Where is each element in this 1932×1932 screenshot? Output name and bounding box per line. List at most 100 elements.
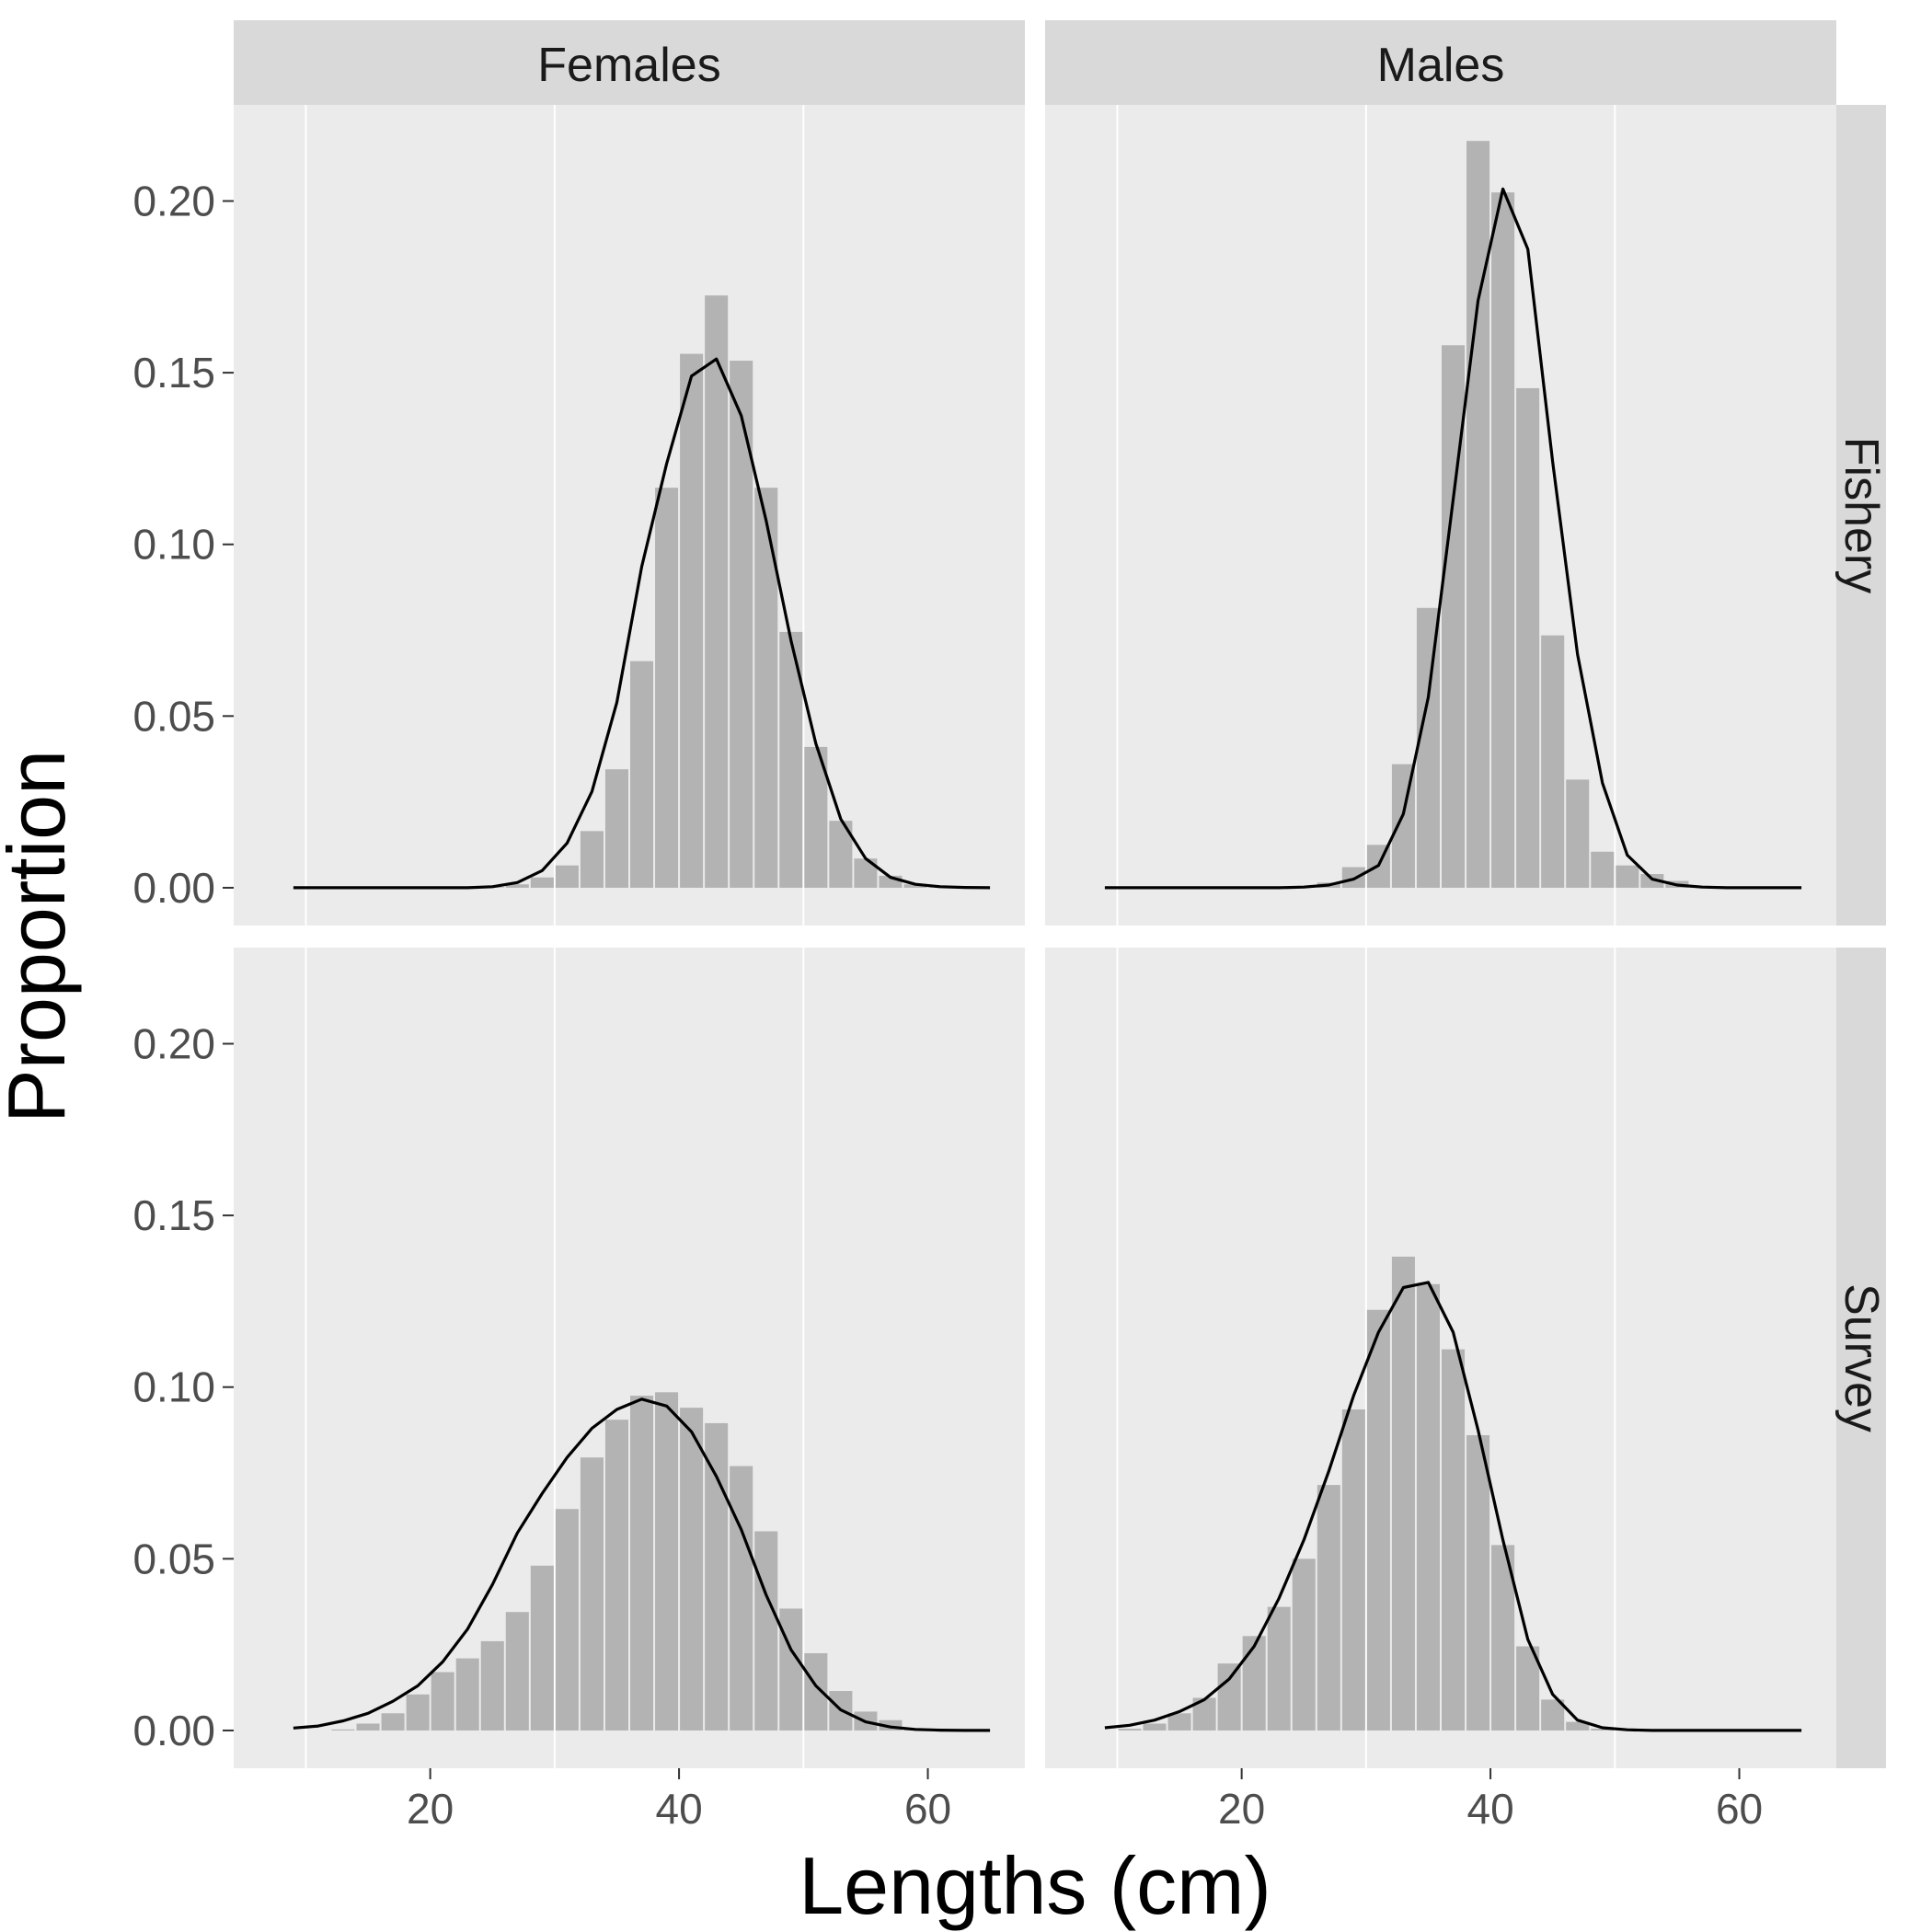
histogram-bar [655,1392,679,1731]
histogram-bar [655,488,679,888]
histogram-bar [730,1466,753,1731]
fitted-line [1104,187,1802,890]
histogram-bar [580,1457,604,1731]
y-tick-label: 0.00 [132,1707,215,1754]
histogram-bar [630,661,654,888]
y-tick-label: 0.05 [132,692,215,740]
histogram-bar [1267,1606,1291,1731]
fitted-line [1104,1281,1802,1732]
histogram-bar [705,295,729,888]
histogram-bar [1292,1558,1316,1731]
histogram-bar [903,884,927,888]
histogram-bar [779,1608,803,1731]
histogram-bar [604,1420,628,1731]
x-tick-label: 20 [1218,1785,1265,1833]
x-tick-label: 40 [656,1785,703,1833]
histogram-bar [754,1531,778,1731]
histogram-bar [1143,1723,1167,1731]
histogram-bar [1640,874,1664,888]
x-tick-label: 60 [904,1785,951,1833]
y-tick-label: 0.05 [132,1535,215,1582]
histogram-bar [356,1723,380,1731]
histogram-bar [1566,779,1590,888]
histogram-bar [1516,1646,1540,1731]
histogram-bar [1591,1729,1615,1731]
strip-survey-bg [1836,948,1886,1768]
x-tick-label: 60 [1716,1785,1763,1833]
panel-bg-females-fishery [234,105,1025,926]
strip-females-bg [234,20,1025,105]
panel-bg-females-survey [234,948,1025,1768]
histogram-bar [630,1396,654,1731]
axes-layer: 0.00 0.05 0.10 0.15 0.20 0.00 0.05 0.10 0.15 0.20… [132,178,1763,1833]
histogram-bar [1167,1713,1191,1731]
histogram-bar [1242,1636,1266,1731]
histogram-bar [680,353,704,888]
histogram-bar [1416,607,1440,888]
y-tick-label: 0.15 [132,1191,215,1239]
histogram-bar [1566,1721,1590,1731]
panel-males-fishery [1045,105,1836,926]
histogram-bar [530,1565,554,1731]
histogram-bar [480,1640,504,1731]
histogram-bar [1491,192,1515,888]
y-axis-title: Proportion [0,750,82,1123]
histogram-bar [1591,851,1615,888]
y-tick-label: 0.00 [132,864,215,912]
y-tick-label: 0.20 [132,1020,215,1068]
histogram-bar [680,1408,704,1731]
strip-label-fishery: Fishery [1834,437,1888,593]
panel-males-survey [1045,948,1836,1768]
panels-layer [234,105,1836,1768]
histogram-bar [754,488,778,888]
x-axis-title: Lengths (cm) [799,1840,1271,1931]
histogram-bar [1442,1349,1466,1731]
histogram-bar [1616,865,1639,888]
histogram-bar [1541,1699,1565,1731]
histogram-bar [1217,1663,1241,1731]
histogram-bar [455,1658,479,1731]
histogram-bar [505,884,529,888]
y-tick-label: 0.15 [132,349,215,397]
strip-label-females: Females [537,39,720,92]
histogram-bar [1366,1309,1390,1731]
x-tick-label: 20 [407,1785,454,1833]
histogram-bar [555,865,579,888]
histogram-bar [580,831,604,888]
histogram-bar [1118,1729,1142,1731]
histogram-bar [1416,1283,1440,1731]
histogram-bar [530,877,554,888]
histogram-bar [1541,635,1565,888]
histogram-bar [505,1612,529,1731]
strip-label-males: Males [1377,39,1505,92]
histogram-bar [1317,1485,1340,1731]
y-tick-label: 0.20 [132,178,215,225]
fitted-line [293,357,991,890]
histogram-bar [1516,387,1540,888]
histogram-bar [1341,1409,1365,1731]
histogram-bar [879,1719,903,1731]
histogram-bar [1466,1434,1490,1731]
histogram-bar [604,769,628,888]
panel-females-survey [234,948,1025,1768]
histogram-bar [331,1729,355,1731]
histogram-bar [381,1713,405,1731]
x-tick-label: 40 [1467,1785,1514,1833]
panel-females-fishery [234,105,1025,926]
histogram-bar [730,361,753,888]
panel-bg-males-fishery [1045,105,1836,926]
histogram-bar [431,1672,454,1731]
histogram-bar [1391,1256,1415,1731]
strips-layer: Females Males Fishery Survey [234,20,1888,1768]
histogram-bar [555,1509,579,1731]
strip-label-survey: Survey [1834,1283,1888,1432]
histogram-bar [406,1694,430,1731]
histogram-bar [705,1422,729,1731]
strip-males-bg [1045,20,1836,105]
y-tick-label: 0.10 [132,521,215,569]
fitted-line [293,1397,991,1732]
panel-bg-males-survey [1045,948,1836,1768]
y-tick-label: 0.10 [132,1363,215,1411]
histogram-bar [1466,141,1490,888]
